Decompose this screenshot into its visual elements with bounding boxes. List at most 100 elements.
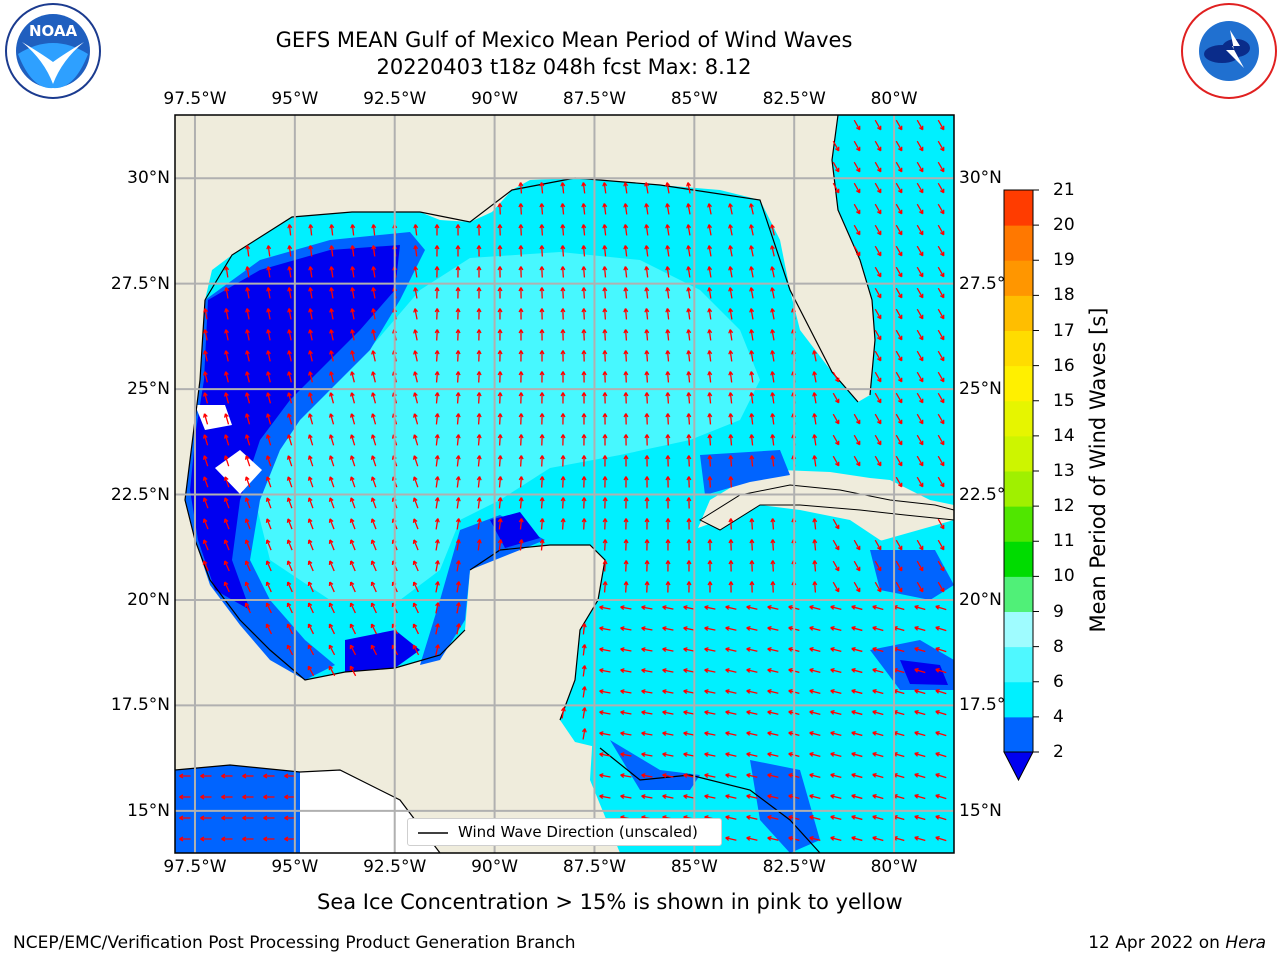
wind-direction-arrow — [599, 668, 611, 674]
wind-direction-arrow — [412, 581, 419, 593]
wind-direction-arrow — [245, 245, 251, 257]
wind-direction-arrow — [746, 605, 758, 610]
wind-direction-arrow — [895, 266, 903, 278]
wind-direction-arrow — [287, 287, 293, 299]
wind-direction-arrow — [599, 626, 611, 632]
wind-direction-arrow — [623, 329, 629, 341]
wind-direction-arrow — [455, 602, 461, 614]
wind-direction-arrow — [284, 773, 296, 779]
wind-direction-arrow — [412, 455, 419, 467]
wind-direction-arrow — [853, 224, 861, 236]
wind-direction-arrow — [307, 560, 314, 572]
colorbar-segment — [1004, 646, 1033, 683]
wind-direction-arrow — [286, 455, 293, 467]
wind-direction-arrow — [202, 413, 209, 425]
wind-direction-arrow — [874, 413, 882, 425]
wind-direction-arrow — [853, 539, 861, 551]
wind-direction-arrow — [266, 329, 271, 341]
wind-direction-arrow — [686, 350, 692, 362]
wind-direction-arrow — [476, 497, 482, 509]
wind-direction-arrow — [581, 245, 587, 257]
colorbar-segment — [1004, 330, 1033, 367]
wind-direction-arrow — [623, 539, 629, 551]
wind-direction-arrow — [665, 434, 671, 446]
wind-direction-arrow — [203, 350, 208, 362]
nicaragua-period-2-4 — [750, 760, 820, 853]
wind-direction-arrow — [412, 602, 419, 614]
wind-direction-arrow — [749, 245, 754, 257]
wind-direction-arrow — [602, 371, 608, 383]
wind-direction-arrow — [476, 434, 482, 446]
wind-direction-arrow — [916, 287, 924, 299]
svg-text:NOAA: NOAA — [29, 22, 78, 40]
wind-direction-arrow — [853, 245, 861, 257]
wind-direction-arrow — [916, 371, 924, 383]
wind-direction-arrow — [602, 224, 608, 236]
wind-direction-arrow — [683, 731, 695, 736]
wind-direction-arrow — [662, 752, 674, 757]
wind-direction-arrow — [602, 581, 608, 593]
wind-direction-arrow — [830, 710, 842, 716]
wind-direction-arrow — [287, 350, 292, 362]
lat-tick-label: 27.5°N — [110, 273, 170, 294]
wind-direction-arrow — [704, 605, 716, 610]
wind-direction-arrow — [518, 266, 524, 278]
wind-direction-arrow — [749, 350, 755, 362]
wind-direction-arrow — [518, 245, 524, 257]
lat-tick-label: 25°N — [959, 379, 1002, 400]
wind-direction-arrow — [266, 266, 272, 278]
noaa-logo-icon: NOAA — [4, 2, 102, 100]
wind-direction-arrow — [812, 581, 818, 593]
wind-direction-arrow — [245, 287, 251, 299]
wind-direction-arrow — [224, 266, 230, 278]
wind-direction-arrow — [202, 455, 209, 467]
wind-direction-arrow — [350, 308, 356, 320]
wind-direction-arrow — [287, 266, 293, 278]
wind-direction-arrow — [328, 560, 335, 572]
wind-direction-arrow — [581, 455, 587, 467]
colorbar-segment — [1004, 225, 1033, 261]
wind-direction-arrow — [853, 455, 861, 467]
cuba-land — [698, 484, 954, 531]
wind-direction-arrow — [620, 668, 632, 674]
wind-direction-arrow — [266, 308, 272, 320]
wind-direction-arrow — [641, 689, 653, 695]
wind-direction-arrow — [518, 224, 524, 236]
wind-direction-arrow — [455, 518, 461, 530]
wind-direction-arrow — [725, 815, 737, 820]
wind-direction-arrow — [328, 476, 335, 488]
wind-direction-arrow — [434, 329, 440, 341]
wind-direction-arrow — [287, 308, 293, 320]
wind-direction-arrow — [665, 497, 671, 509]
wind-direction-arrow — [746, 689, 758, 694]
gulf-period-2-4-south — [420, 515, 545, 665]
wind-direction-arrow — [874, 329, 882, 341]
wind-direction-arrow — [328, 497, 335, 509]
wind-direction-arrow — [581, 182, 587, 194]
wind-direction-arrow — [832, 434, 840, 446]
lat-tick-label: 30°N — [959, 168, 1002, 189]
wind-direction-arrow — [937, 476, 945, 488]
wind-direction-arrow — [725, 689, 737, 694]
wind-direction-arrow — [435, 644, 440, 656]
wind-direction-arrow — [560, 476, 566, 488]
wind-direction-arrow — [224, 329, 229, 341]
wind-direction-arrow — [434, 392, 440, 404]
wind-direction-arrow — [874, 455, 882, 467]
wind-direction-arrow — [244, 560, 251, 572]
wind-direction-arrow — [665, 308, 671, 320]
colorbar-segment — [1004, 611, 1033, 648]
wind-direction-arrow — [455, 455, 461, 467]
wind-direction-arrow — [602, 350, 608, 362]
wind-direction-arrow — [581, 413, 587, 425]
wind-direction-arrow — [581, 728, 587, 740]
wind-direction-arrow — [644, 434, 650, 446]
wind-direction-arrow — [851, 793, 863, 800]
wind-direction-arrow — [749, 455, 755, 467]
wind-direction-arrow — [728, 371, 734, 383]
wind-direction-arrow — [665, 224, 671, 236]
wind-direction-arrow — [728, 518, 734, 530]
wind-direction-arrow — [308, 224, 314, 236]
wind-direction-arrow — [518, 287, 524, 299]
wind-direction-arrow — [770, 266, 775, 278]
